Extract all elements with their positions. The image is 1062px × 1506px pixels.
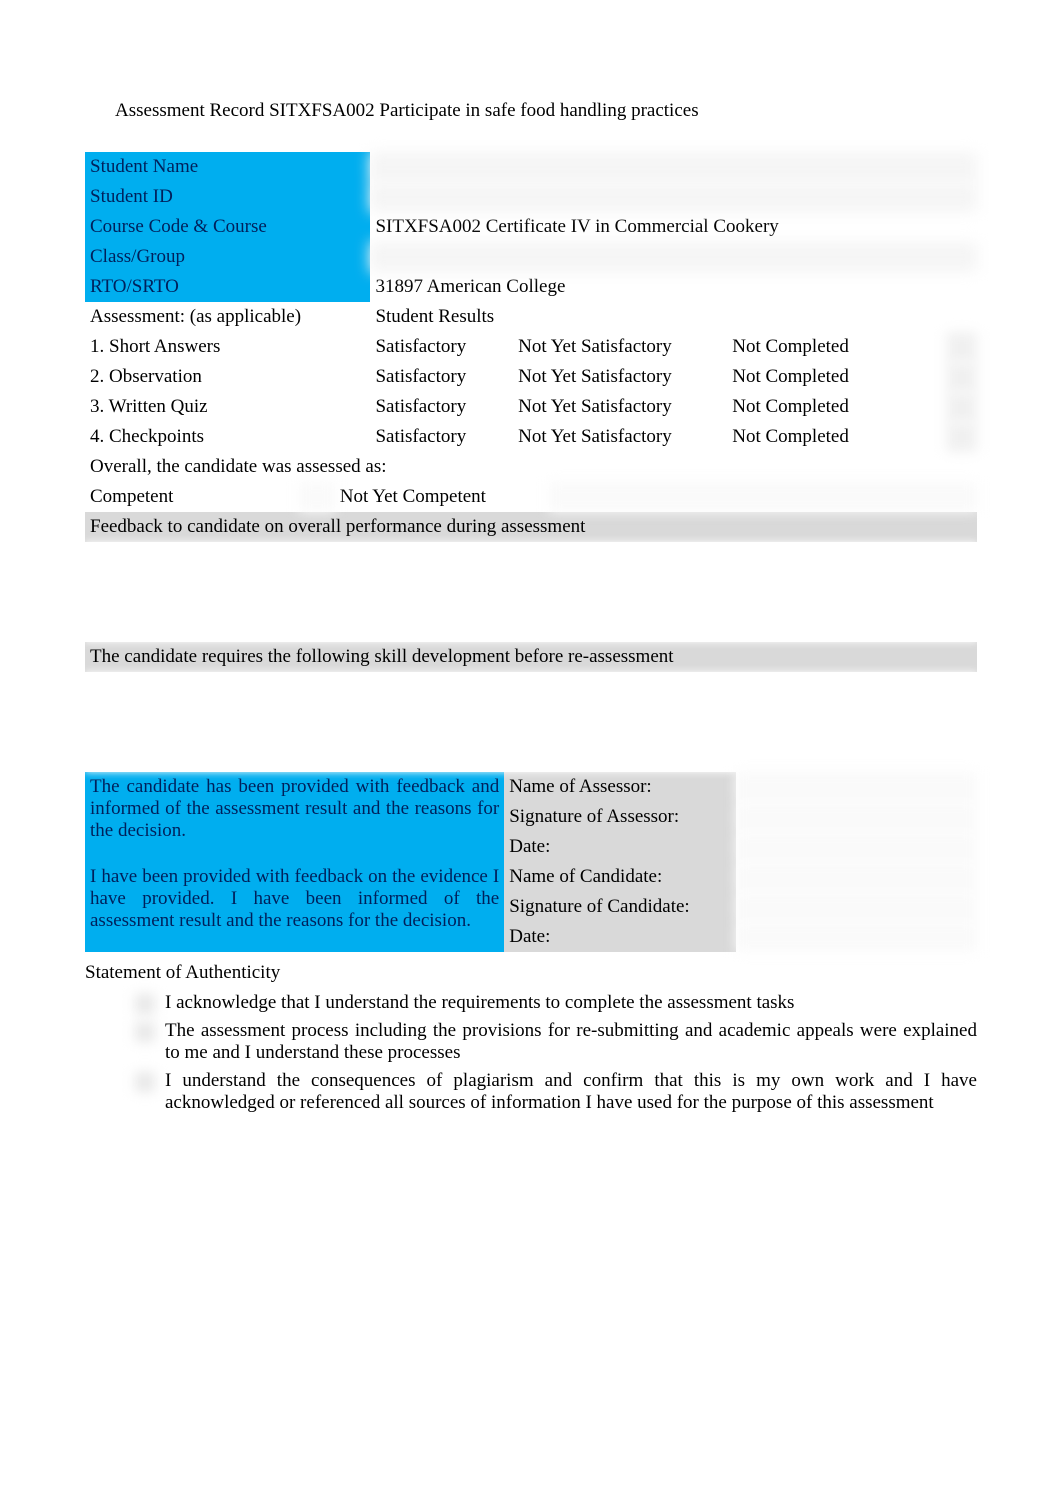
result-satisfactory: Satisfactory — [370, 332, 513, 362]
info-value — [370, 182, 977, 212]
signature-table: The candidate has been provided with fee… — [85, 772, 977, 952]
result-not-completed: Not Completed — [727, 332, 947, 362]
feedback-header: Feedback to candidate on overall perform… — [85, 512, 977, 542]
skill-header: The candidate requires the following ski… — [85, 642, 977, 672]
info-label: Student ID — [85, 182, 370, 212]
bullet-text: I understand the consequences of plagiar… — [165, 1070, 977, 1114]
info-row: RTO/SRTO 31897 American College — [85, 272, 977, 302]
info-value: SITXFSA002 Certificate IV in Commercial … — [370, 212, 977, 242]
assessment-header-left: Assessment: (as applicable) — [85, 302, 370, 332]
table-row: 2. Observation Satisfactory Not Yet Sati… — [85, 362, 977, 392]
bullet-text: The assessment process including the pro… — [165, 1020, 977, 1064]
result-checkbox[interactable] — [947, 392, 977, 422]
result-not-yet: Not Yet Satisfactory — [513, 422, 727, 452]
info-label: Course Code & Course — [85, 212, 370, 242]
candidate-date-label: Date: — [504, 922, 736, 952]
authenticity-list: I acknowledge that I understand the requ… — [85, 992, 977, 1114]
not-competent-checkbox[interactable] — [549, 482, 977, 512]
result-not-completed: Not Completed — [727, 392, 947, 422]
result-satisfactory: Satisfactory — [370, 422, 513, 452]
candidate-sig-label: Signature of Candidate: — [504, 892, 736, 922]
assessor-name-field[interactable] — [736, 772, 977, 802]
feedback-textarea[interactable] — [85, 542, 977, 642]
info-value — [370, 152, 977, 182]
info-table: Student Name Student ID Course Code & Co… — [85, 152, 977, 332]
assessments-table: 1. Short Answers Satisfactory Not Yet Sa… — [85, 332, 977, 452]
result-checkbox[interactable] — [947, 422, 977, 452]
candidate-name-field[interactable] — [736, 862, 977, 892]
overall-label: Overall, the candidate was assessed as: — [85, 452, 977, 482]
assessor-date-label: Date: — [504, 832, 736, 862]
assessor-sig-label: Signature of Assessor: — [504, 802, 736, 832]
result-checkbox[interactable] — [947, 332, 977, 362]
result-not-yet: Not Yet Satisfactory — [513, 362, 727, 392]
info-label: RTO/SRTO — [85, 272, 370, 302]
page-title: Assessment Record SITXFSA002 Participate… — [115, 100, 977, 122]
bullet-icon — [135, 1022, 155, 1042]
assessment-header-right: Student Results — [370, 302, 977, 332]
info-value — [370, 242, 977, 272]
list-item: I understand the consequences of plagiar… — [135, 1070, 977, 1114]
bullet-icon — [135, 1072, 155, 1092]
assessment-name: 2. Observation — [85, 362, 370, 392]
bullet-icon — [135, 994, 155, 1014]
result-satisfactory: Satisfactory — [370, 392, 513, 422]
list-item: The assessment process including the pro… — [135, 1020, 977, 1064]
info-row: Student Name — [85, 152, 977, 182]
overall-table: Overall, the candidate was assessed as: … — [85, 452, 977, 512]
assessment-name: 1. Short Answers — [85, 332, 370, 362]
info-row: Class/Group — [85, 242, 977, 272]
info-row: Course Code & Course SITXFSA002 Certific… — [85, 212, 977, 242]
info-label: Class/Group — [85, 242, 370, 272]
result-not-yet: Not Yet Satisfactory — [513, 392, 727, 422]
assessment-name: 3. Written Quiz — [85, 392, 370, 422]
overall-not-competent: Not Yet Competent — [335, 482, 549, 512]
info-value: 31897 American College — [370, 272, 977, 302]
list-item: I acknowledge that I understand the requ… — [135, 992, 977, 1014]
info-label: Student Name — [85, 152, 370, 182]
candidate-date-field[interactable] — [736, 922, 977, 952]
assessment-name: 4. Checkpoints — [85, 422, 370, 452]
table-row: 1. Short Answers Satisfactory Not Yet Sa… — [85, 332, 977, 362]
result-satisfactory: Satisfactory — [370, 362, 513, 392]
result-not-completed: Not Completed — [727, 422, 947, 452]
bullet-text: I acknowledge that I understand the requ… — [165, 992, 977, 1014]
assessor-statement: The candidate has been provided with fee… — [85, 772, 504, 862]
table-row: 4. Checkpoints Satisfactory Not Yet Sati… — [85, 422, 977, 452]
competent-checkbox[interactable] — [299, 482, 335, 512]
result-not-yet: Not Yet Satisfactory — [513, 332, 727, 362]
candidate-statement: I have been provided with feedback on th… — [85, 862, 504, 952]
skill-textarea[interactable] — [85, 672, 977, 772]
result-not-completed: Not Completed — [727, 362, 947, 392]
assessment-header-row: Assessment: (as applicable) Student Resu… — [85, 302, 977, 332]
assessor-sig-field[interactable] — [736, 802, 977, 832]
candidate-name-label: Name of Candidate: — [504, 862, 736, 892]
overall-competent: Competent — [85, 482, 299, 512]
result-checkbox[interactable] — [947, 362, 977, 392]
candidate-sig-field[interactable] — [736, 892, 977, 922]
authenticity-title: Statement of Authenticity — [85, 962, 977, 984]
assessor-name-label: Name of Assessor: — [504, 772, 736, 802]
info-row: Student ID — [85, 182, 977, 212]
table-row: 3. Written Quiz Satisfactory Not Yet Sat… — [85, 392, 977, 422]
assessor-date-field[interactable] — [736, 832, 977, 862]
